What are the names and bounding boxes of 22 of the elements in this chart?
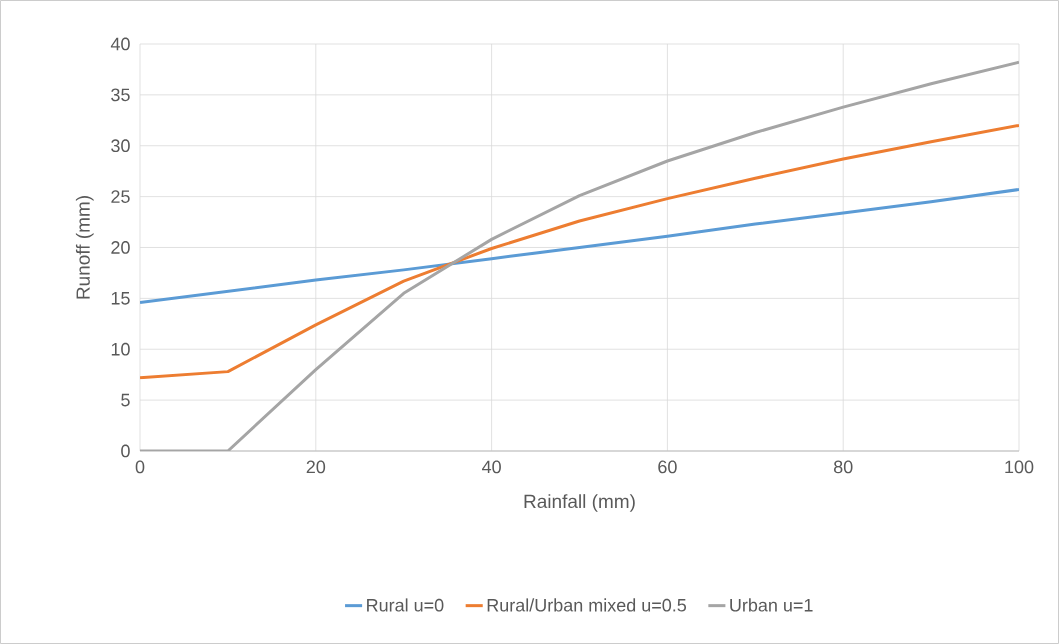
legend-label: Urban u=1 <box>730 598 813 612</box>
y-tick-label: 30 <box>111 139 130 153</box>
x-tick-label: 40 <box>482 460 501 474</box>
y-tick-label: 35 <box>111 88 130 102</box>
y-tick-label: 15 <box>111 292 130 305</box>
y-tick-label: 5 <box>121 393 130 407</box>
legend-label: Rural u=0 <box>367 598 444 612</box>
y-tick-label: 40 <box>110 37 130 51</box>
x-tick-label: 100 <box>1005 460 1034 474</box>
y-tick-label: 0 <box>121 444 130 458</box>
y-tick-label: 10 <box>111 342 130 356</box>
y-axis-title: Runoff (mm) <box>75 196 94 299</box>
line-series <box>140 60 1019 451</box>
x-tick-label: 0 <box>135 460 145 474</box>
x-tick-label: 20 <box>306 460 326 474</box>
line-series <box>140 123 1019 380</box>
y-tick-label: 25 <box>111 190 130 203</box>
y-tick-label: 20 <box>111 241 130 254</box>
legend-label: Rural/Urban mixed u=0.5 <box>487 598 687 612</box>
x-axis-title: Rainfall (mm) <box>524 494 635 512</box>
x-tick-label: 80 <box>833 460 853 474</box>
x-tick-label: 60 <box>658 460 677 474</box>
